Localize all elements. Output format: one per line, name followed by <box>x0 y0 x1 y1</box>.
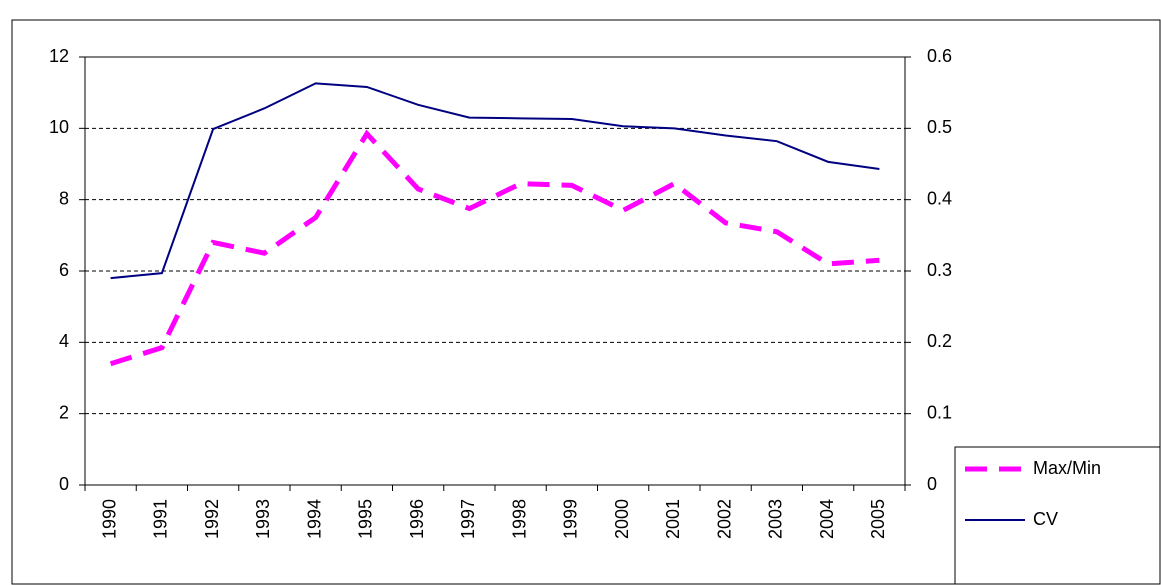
x-tick-label: 1991 <box>151 499 171 539</box>
legend-label: Max/Min <box>1033 458 1101 478</box>
legend-box <box>954 446 1161 585</box>
x-tick-label: 1997 <box>458 499 478 539</box>
series-line <box>110 82 880 280</box>
x-tick-label: 1995 <box>356 499 376 539</box>
x-tick-label: 1998 <box>509 499 529 539</box>
y-tick-label: 2 <box>59 402 69 422</box>
y-tick-label: 4 <box>59 331 69 351</box>
y-tick-label: 6 <box>59 260 69 280</box>
x-tick-label: 1993 <box>253 499 273 539</box>
x-tick-label: 2000 <box>612 499 632 539</box>
x-tick-label: 1999 <box>561 499 581 539</box>
x-tick-label: 1994 <box>304 499 324 539</box>
y-tick-label: 10 <box>49 117 69 137</box>
y-tick-label: 12 <box>49 46 69 66</box>
x-tick-label: 1992 <box>202 499 222 539</box>
y2-tick-label: 0.3 <box>927 260 952 280</box>
y-tick-label: 8 <box>59 188 69 208</box>
series-line <box>109 129 880 367</box>
x-tick-label: 1990 <box>99 499 119 539</box>
y2-tick-label: 0.6 <box>927 46 952 66</box>
y2-tick-label: 0.2 <box>927 331 952 351</box>
y2-tick-label: 0.1 <box>927 402 952 422</box>
y2-tick-label: 0 <box>927 474 937 494</box>
x-tick-label: 2004 <box>817 499 837 539</box>
legend-label: CV <box>1033 509 1058 529</box>
x-tick-label: 2002 <box>714 499 734 539</box>
x-tick-label: 1996 <box>407 499 427 539</box>
x-tick-label: 2003 <box>766 499 786 539</box>
y2-tick-label: 0.5 <box>927 117 952 137</box>
y2-tick-label: 0.4 <box>927 188 952 208</box>
y-tick-label: 0 <box>59 474 69 494</box>
x-tick-label: 2005 <box>868 499 888 539</box>
x-tick-label: 2001 <box>663 499 683 539</box>
